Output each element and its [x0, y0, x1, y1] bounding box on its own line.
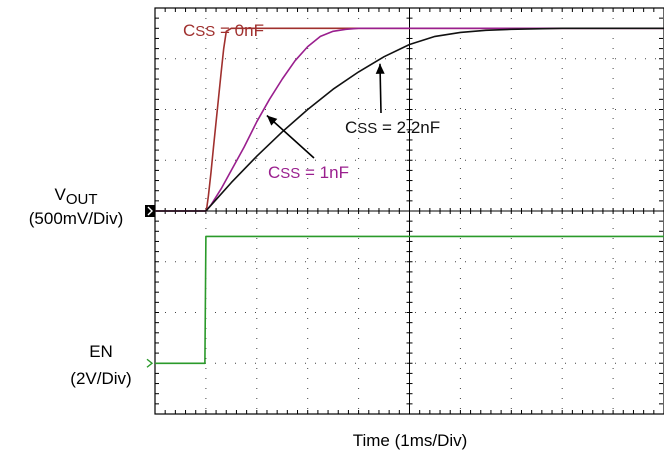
vout-ground-marker [145, 205, 155, 217]
annotation-css-1nf: CSS = 1nF [268, 163, 349, 182]
vout-label: VOUT [54, 185, 97, 208]
trace-css-1nf [155, 27, 664, 212]
annotation-arrows [266, 63, 385, 159]
vout-ground-arrow [147, 206, 153, 216]
arrow-css-2p2nf-head [375, 63, 385, 74]
arrow-css-1nf [266, 114, 315, 159]
en-scale-label: (2V/Div) [70, 369, 131, 388]
annotation-css-2p2nf: CSS = 2.2nF [345, 118, 440, 137]
en-ground-marker [146, 358, 154, 368]
trace-css-0nf [155, 27, 664, 212]
minor-ticks [154, 7, 664, 415]
graticule [154, 7, 664, 415]
waveform-traces [155, 27, 664, 365]
annotation-css-0nf: CSS = 0nF [183, 21, 264, 40]
arrow-css-1nf-head [266, 115, 278, 126]
trace-en [155, 235, 664, 365]
channel-labels [145, 205, 155, 368]
vout-scale-label: (500mV/Div) [29, 209, 123, 228]
x-axis-label: Time (1ms/Div) [353, 431, 468, 450]
en-label: EN [89, 342, 113, 361]
trace-css-2-2nf [155, 27, 664, 212]
